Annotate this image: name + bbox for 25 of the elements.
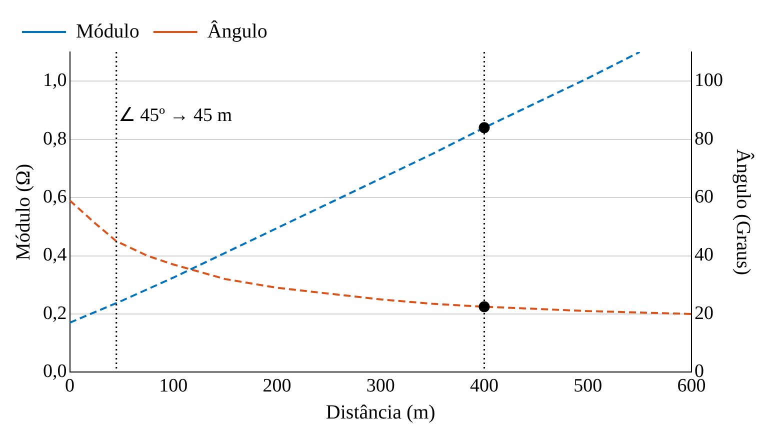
y-tick-label: 1,0 bbox=[43, 70, 67, 92]
x-tick-label: 200 bbox=[262, 376, 292, 397]
y-tick-label: 0,6 bbox=[43, 186, 67, 208]
y-axis-title: Módulo (Ω) bbox=[12, 164, 34, 260]
legend-label: Ângulo bbox=[207, 19, 268, 42]
y2-tick-label: 60 bbox=[694, 186, 714, 208]
x-tick-label: 400 bbox=[470, 376, 498, 397]
legend-label: Módulo bbox=[76, 20, 140, 42]
y2-axis-title: Ângulo (Graus) bbox=[732, 149, 755, 276]
y-tick-label: 0,2 bbox=[43, 302, 67, 324]
annotation: ∠ 45º → 45 m bbox=[118, 105, 232, 126]
x-tick-label: 300 bbox=[366, 376, 395, 397]
x-tick-label: 0 bbox=[65, 376, 74, 397]
x-axis-title: Distância (m) bbox=[326, 401, 436, 424]
line-series bbox=[70, 52, 641, 324]
y-tick-label: 0,0 bbox=[43, 361, 67, 382]
line-series bbox=[70, 199, 692, 315]
y2-tick-label: 20 bbox=[694, 302, 714, 324]
x-tick-label: 500 bbox=[574, 376, 602, 397]
y-tick-label: 0,4 bbox=[43, 244, 68, 266]
y2-tick-label: 40 bbox=[694, 244, 714, 266]
y2-tick-label: 80 bbox=[694, 128, 714, 150]
y2-tick-label: 100 bbox=[694, 70, 723, 92]
y-tick-label: 0,8 bbox=[43, 128, 67, 150]
x-tick-label: 100 bbox=[159, 376, 188, 397]
